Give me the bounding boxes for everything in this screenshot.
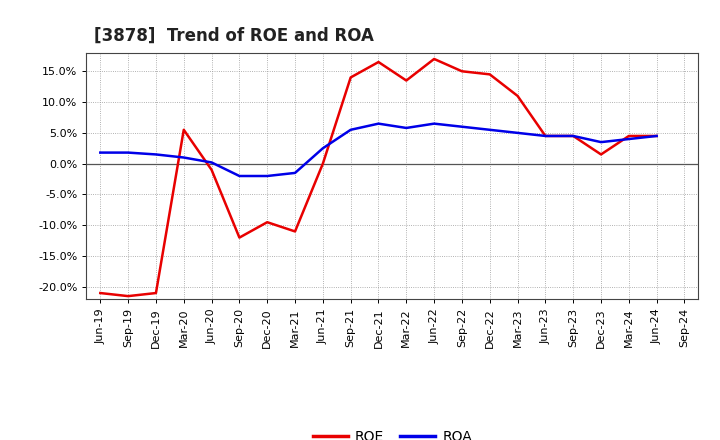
ROA [152, 152, 161, 157]
ROA [318, 146, 327, 151]
Text: [3878]  Trend of ROE and ROA: [3878] Trend of ROE and ROA [94, 26, 374, 44]
ROE [374, 59, 383, 65]
ROA [207, 160, 216, 165]
ROE [485, 72, 494, 77]
ROA [124, 150, 132, 155]
ROE [402, 78, 410, 83]
Line: ROE: ROE [100, 59, 657, 296]
Line: ROA: ROA [100, 124, 657, 176]
ROA [235, 173, 243, 179]
ROA [458, 124, 467, 129]
ROA [374, 121, 383, 126]
ROE [652, 133, 661, 139]
ROE [541, 133, 550, 139]
ROA [485, 127, 494, 132]
ROE [96, 290, 104, 296]
ROE [124, 293, 132, 299]
ROA [513, 130, 522, 136]
ROE [152, 290, 161, 296]
ROE [458, 69, 467, 74]
ROE [569, 133, 577, 139]
ROE [624, 133, 633, 139]
ROA [597, 139, 606, 145]
ROA [96, 150, 104, 155]
ROE [513, 93, 522, 99]
ROE [318, 161, 327, 166]
ROA [541, 133, 550, 139]
ROA [291, 170, 300, 176]
ROE [207, 167, 216, 172]
ROE [291, 229, 300, 234]
Legend: ROE, ROA: ROE, ROA [307, 425, 477, 440]
ROA [624, 136, 633, 142]
ROE [430, 56, 438, 62]
ROA [263, 173, 271, 179]
ROA [402, 125, 410, 131]
ROA [652, 133, 661, 139]
ROE [346, 75, 355, 80]
ROE [263, 220, 271, 225]
ROE [179, 127, 188, 132]
ROE [597, 152, 606, 157]
ROE [235, 235, 243, 240]
ROA [179, 155, 188, 160]
ROA [346, 127, 355, 132]
ROA [430, 121, 438, 126]
ROA [569, 133, 577, 139]
